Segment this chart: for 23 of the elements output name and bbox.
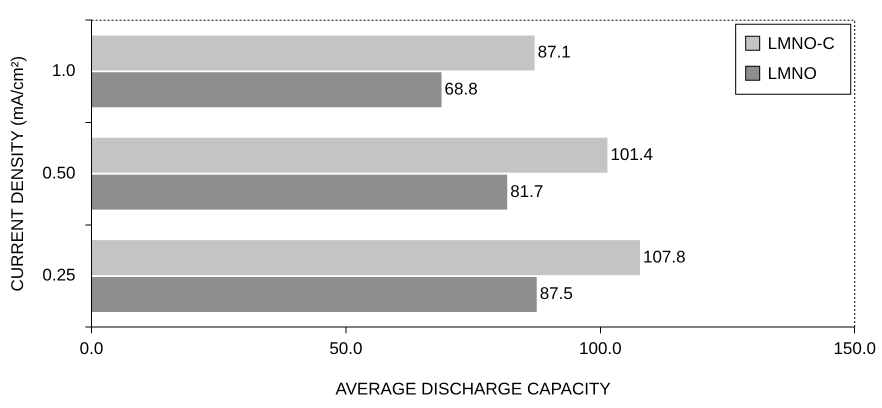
y-tick-label: 0.50 bbox=[42, 163, 76, 182]
bar bbox=[92, 240, 640, 276]
bar bbox=[92, 138, 608, 173]
data-label: 68.8 bbox=[444, 79, 478, 98]
bar bbox=[92, 276, 537, 312]
bar bbox=[92, 35, 535, 70]
data-label: 107.8 bbox=[643, 247, 686, 266]
y-tick-label: 0.25 bbox=[42, 266, 76, 285]
y-tick-label: 1.0 bbox=[52, 61, 76, 80]
y-axis-title: CURRENT DENSITY (mA/cm²) bbox=[8, 56, 27, 292]
x-tick-label: 150.0 bbox=[833, 339, 876, 358]
x-tick-label: 0.0 bbox=[80, 339, 104, 358]
data-label: 87.5 bbox=[540, 284, 573, 304]
legend-label: LMNO bbox=[768, 64, 817, 83]
data-label: 81.7 bbox=[510, 182, 544, 201]
data-label: 87.1 bbox=[538, 42, 571, 62]
x-tick-label: 50.0 bbox=[329, 339, 362, 358]
legend-label: LMNO-C bbox=[768, 34, 835, 53]
bar bbox=[92, 174, 508, 210]
bar bbox=[92, 72, 442, 108]
x-tick-label: 100.0 bbox=[579, 339, 622, 358]
data-label: 101.4 bbox=[610, 144, 653, 164]
x-axis-title: AVERAGE DISCHARGE CAPACITY bbox=[336, 379, 611, 398]
